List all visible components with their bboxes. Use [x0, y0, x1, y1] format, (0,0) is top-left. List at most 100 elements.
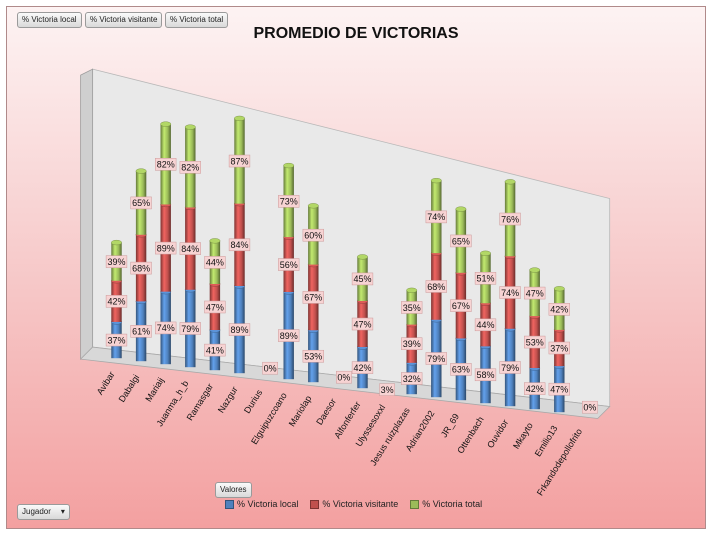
data-label-bg-1-5 [228, 238, 251, 252]
data-label-bg-0-6 [262, 361, 278, 375]
x-tick-label-18: Emilio13 [533, 424, 560, 459]
data-label-bg-0-9 [336, 370, 352, 384]
bar-top-total-17 [529, 267, 541, 273]
x-tick-label-8: Mariolap [287, 394, 314, 429]
chevron-down-icon: ▾ [60, 507, 65, 516]
data-label-bg-1-4 [204, 300, 226, 314]
field-button-total[interactable]: % Victoria total [165, 12, 229, 28]
data-label-bg-0-7 [278, 329, 300, 342]
data-label-bg-0-3 [179, 322, 201, 335]
data-label-total-12: 35% [403, 303, 421, 313]
data-label-bg-1-15 [474, 318, 497, 332]
x-tick-label-9: Daesor [314, 397, 338, 427]
data-label-bg-0-5 [228, 323, 251, 336]
side-wall [80, 68, 94, 361]
data-label-local-6: 0% [264, 364, 277, 374]
jugador-filter-button[interactable]: Jugador ▾ [17, 504, 70, 520]
bar-top-total-1 [135, 168, 147, 174]
data-label-bg-0-8 [302, 349, 324, 363]
data-label-bg-2-5 [228, 154, 251, 168]
data-label-total-14: 65% [452, 236, 470, 246]
data-label-local-2: 74% [157, 323, 175, 333]
data-label-local-19: 0% [583, 403, 596, 413]
data-label-bg-0-4 [204, 343, 226, 357]
data-label-local-17: 42% [526, 384, 544, 394]
bar-top-total-3 [184, 124, 196, 130]
legend-swatch-local [225, 499, 234, 509]
data-label-bg-0-15 [474, 368, 497, 382]
bar-top-total-13 [430, 178, 442, 184]
bar-top-total-4 [209, 238, 221, 244]
data-label-visitante-15: 44% [476, 320, 494, 330]
data-label-bg-1-8 [302, 291, 324, 304]
data-label-local-13: 79% [427, 354, 445, 364]
data-label-bg-1-13 [425, 280, 447, 293]
data-label-local-5: 89% [230, 325, 248, 335]
data-label-bg-0-1 [130, 325, 152, 338]
x-tick-label-16: Ouvidor [485, 418, 510, 450]
data-label-visitante-4: 47% [206, 302, 224, 312]
data-label-bg-0-11 [379, 383, 395, 396]
data-label-bg-1-18 [548, 341, 570, 355]
field-button-visitante[interactable]: % Victoria visitante [85, 12, 163, 28]
values-field-button[interactable]: Valores [215, 482, 252, 498]
legend-label-visitante: % Victoria visitante [322, 499, 399, 509]
data-label-bg-1-12 [401, 337, 423, 350]
data-label-visitante-5: 84% [230, 240, 248, 250]
data-label-visitante-10: 47% [353, 319, 371, 329]
data-label-bg-0-10 [351, 361, 374, 374]
data-label-local-7: 89% [280, 331, 298, 341]
data-label-bg-2-18 [548, 303, 570, 316]
bar-top-total-14 [455, 206, 467, 212]
jugador-filter-label: Jugador [22, 507, 51, 516]
data-label-bg-0-18 [548, 382, 570, 396]
data-label-visitante-12: 39% [403, 339, 421, 349]
bar-top-total-12 [406, 287, 418, 293]
x-tick-label-2: Mariaij [143, 376, 166, 404]
data-label-visitante-3: 84% [181, 244, 199, 254]
x-tick-label-14: JR_69 [439, 412, 461, 439]
data-label-total-2: 82% [157, 160, 175, 170]
data-label-total-16: 76% [501, 214, 519, 224]
legend-label-local: % Victoria local [237, 499, 299, 509]
field-button-local[interactable]: % Victoria local [17, 12, 82, 28]
data-label-bg-0-2 [155, 321, 177, 335]
chart-title: PROMEDIO DE VICTORIAS [253, 25, 459, 42]
data-label-total-5: 87% [230, 156, 248, 166]
data-label-local-9: 0% [337, 373, 350, 383]
legend-item-local: % Victoria local [225, 499, 298, 509]
x-tick-label-4: Ramasgar [185, 382, 215, 423]
data-label-bg-0-16 [499, 361, 521, 374]
data-label-visitante-17: 53% [526, 337, 544, 347]
data-label-total-0: 39% [107, 257, 125, 267]
data-label-visitante-16: 74% [501, 288, 519, 298]
bar-top-total-2 [160, 121, 172, 127]
legend-swatch-total [410, 499, 420, 509]
data-label-bg-0-0 [105, 333, 128, 347]
x-tick-label-1: Dabalgi [117, 373, 142, 404]
data-label-bg-1-7 [278, 258, 300, 271]
data-label-total-3: 82% [181, 163, 199, 173]
bar-top-total-8 [307, 203, 319, 209]
data-label-bg-2-2 [155, 158, 177, 171]
data-label-visitante-8: 67% [304, 293, 322, 303]
data-label-bg-2-14 [450, 234, 472, 248]
data-label-total-10: 45% [353, 274, 371, 284]
data-label-total-18: 42% [550, 305, 568, 315]
data-label-bg-1-2 [155, 241, 177, 255]
data-label-bg-2-3 [179, 161, 201, 174]
legend-item-visitante: % Victoria visitante [310, 499, 398, 509]
bar-top-total-7 [283, 162, 295, 169]
legend-swatch-visitante [310, 499, 320, 509]
data-label-total-1: 65% [132, 198, 150, 208]
data-label-total-8: 60% [304, 231, 322, 241]
data-label-visitante-2: 89% [157, 243, 175, 253]
bar-top-total-16 [504, 179, 516, 185]
data-label-bg-1-14 [450, 299, 472, 312]
data-label-bg-2-1 [130, 196, 152, 210]
data-label-visitante-0: 42% [107, 297, 125, 307]
legend: % Victoria local % Victoria visitante % … [225, 499, 482, 509]
data-label-total-4: 44% [206, 258, 224, 268]
x-tick-label-17: Mkayto [511, 421, 535, 451]
data-label-local-3: 79% [181, 324, 199, 334]
